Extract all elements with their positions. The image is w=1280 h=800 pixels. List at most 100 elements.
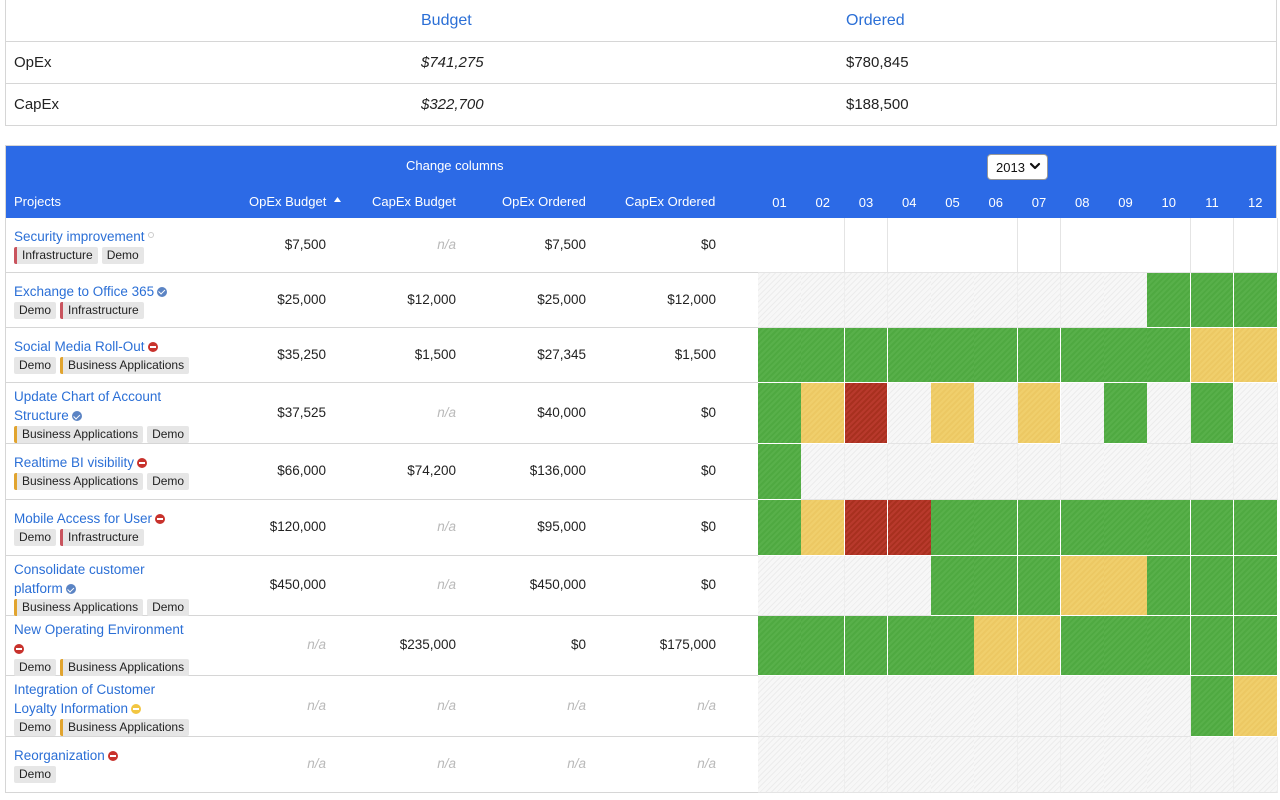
- month-cell-inactive[interactable]: [1060, 444, 1105, 500]
- month-cell-on-track[interactable]: [758, 383, 802, 444]
- project-name-link[interactable]: New Operating Environment: [14, 620, 184, 658]
- month-cell-inactive[interactable]: [1017, 737, 1062, 793]
- tag-badge[interactable]: Demo: [14, 301, 57, 319]
- month-cell-at-risk[interactable]: [1060, 556, 1105, 616]
- month-cell-empty[interactable]: [801, 218, 845, 273]
- month-cell-on-track[interactable]: [931, 500, 975, 556]
- month-cell-on-track[interactable]: [1190, 500, 1235, 556]
- month-cell-inactive[interactable]: [1233, 383, 1278, 444]
- month-cell-empty[interactable]: [758, 218, 802, 273]
- month-cell-inactive[interactable]: [1147, 444, 1191, 500]
- project-name-link[interactable]: Mobile Access for User: [14, 509, 166, 528]
- tag-badge[interactable]: Business Applications: [14, 426, 144, 443]
- month-cell-at-risk[interactable]: [1233, 328, 1278, 383]
- month-cell-on-track[interactable]: [1233, 273, 1278, 328]
- column-header-opex-budget[interactable]: OpEx Budget: [249, 194, 342, 209]
- project-name-link[interactable]: Social Media Roll-Out: [14, 337, 158, 356]
- project-name-link[interactable]: Realtime BI visibility: [14, 453, 148, 472]
- project-name-link[interactable]: Exchange to Office 365: [14, 282, 168, 301]
- tag-badge[interactable]: Demo: [14, 659, 57, 676]
- month-cell-inactive[interactable]: [758, 556, 802, 616]
- month-cell-on-track[interactable]: [1190, 383, 1235, 444]
- month-cell-on-track[interactable]: [844, 616, 889, 676]
- project-name-link[interactable]: Reorganization: [14, 746, 118, 765]
- month-cell-inactive[interactable]: [844, 273, 889, 328]
- month-cell-inactive[interactable]: [887, 676, 932, 737]
- month-cell-at-risk[interactable]: [1017, 616, 1062, 676]
- column-header-capex-ordered[interactable]: CapEx Ordered: [625, 194, 716, 209]
- month-cell-on-track[interactable]: [1233, 556, 1278, 616]
- month-cell-inactive[interactable]: [844, 556, 889, 616]
- month-cell-on-track[interactable]: [931, 328, 975, 383]
- month-cell-late[interactable]: [844, 500, 889, 556]
- month-cell-inactive[interactable]: [1190, 737, 1235, 793]
- month-cell-inactive[interactable]: [801, 676, 845, 737]
- month-cell-inactive[interactable]: [887, 383, 932, 444]
- month-cell-on-track[interactable]: [801, 328, 845, 383]
- tag-badge[interactable]: Demo: [14, 766, 57, 783]
- month-cell-inactive[interactable]: [931, 676, 975, 737]
- month-cell-on-track[interactable]: [1190, 616, 1235, 676]
- month-cell-inactive[interactable]: [887, 737, 932, 793]
- month-cell-on-track[interactable]: [974, 500, 1018, 556]
- project-name-link[interactable]: Security improvement: [14, 227, 154, 246]
- month-cell-on-track[interactable]: [887, 328, 932, 383]
- month-cell-inactive[interactable]: [1017, 273, 1062, 328]
- month-cell-on-track[interactable]: [1017, 328, 1062, 383]
- month-cell-inactive[interactable]: [887, 444, 932, 500]
- month-cell-inactive[interactable]: [1060, 273, 1105, 328]
- month-cell-on-track[interactable]: [1190, 676, 1235, 737]
- month-cell-on-track[interactable]: [1147, 616, 1191, 676]
- month-cell-inactive[interactable]: [931, 737, 975, 793]
- month-cell-inactive[interactable]: [758, 676, 802, 737]
- month-cell-on-track[interactable]: [974, 556, 1018, 616]
- month-cell-inactive[interactable]: [1060, 676, 1105, 737]
- month-cell-inactive[interactable]: [758, 273, 802, 328]
- month-cell-on-track[interactable]: [1233, 500, 1278, 556]
- tag-badge[interactable]: Demo: [14, 719, 57, 736]
- month-cell-inactive[interactable]: [1147, 383, 1191, 444]
- tag-badge[interactable]: Demo: [101, 246, 144, 264]
- month-cell-on-track[interactable]: [1190, 273, 1235, 328]
- month-cell-on-track[interactable]: [1147, 328, 1191, 383]
- month-cell-empty[interactable]: [1190, 218, 1235, 273]
- month-cell-on-track[interactable]: [1147, 273, 1191, 328]
- tag-badge[interactable]: Demo: [14, 529, 57, 546]
- month-cell-inactive[interactable]: [1017, 444, 1062, 500]
- month-cell-empty[interactable]: [887, 218, 932, 273]
- month-cell-inactive[interactable]: [1147, 737, 1191, 793]
- month-cell-inactive[interactable]: [801, 273, 845, 328]
- month-cell-empty[interactable]: [1017, 218, 1062, 273]
- month-cell-inactive[interactable]: [758, 737, 802, 793]
- month-cell-late[interactable]: [844, 383, 889, 444]
- month-cell-empty[interactable]: [1060, 218, 1105, 273]
- month-cell-inactive[interactable]: [1190, 444, 1235, 500]
- month-cell-inactive[interactable]: [1233, 737, 1278, 793]
- month-cell-inactive[interactable]: [1017, 676, 1062, 737]
- month-cell-inactive[interactable]: [974, 383, 1018, 444]
- project-name-link[interactable]: Integration of Customer Loyalty Informati…: [14, 680, 155, 718]
- month-cell-inactive[interactable]: [931, 273, 975, 328]
- month-cell-inactive[interactable]: [974, 737, 1018, 793]
- month-cell-on-track[interactable]: [974, 328, 1018, 383]
- change-columns-button[interactable]: Change columns: [406, 158, 504, 173]
- tag-badge[interactable]: Business Applications: [60, 356, 190, 374]
- month-cell-on-track[interactable]: [1017, 500, 1062, 556]
- month-cell-inactive[interactable]: [1060, 737, 1105, 793]
- month-cell-on-track[interactable]: [1060, 616, 1105, 676]
- month-cell-on-track[interactable]: [1060, 500, 1105, 556]
- month-cell-at-risk[interactable]: [974, 616, 1018, 676]
- month-cell-inactive[interactable]: [844, 737, 889, 793]
- tag-badge[interactable]: Demo: [147, 473, 190, 490]
- tag-badge[interactable]: Business Applications: [14, 473, 144, 490]
- month-cell-at-risk[interactable]: [801, 500, 845, 556]
- month-cell-on-track[interactable]: [1233, 616, 1278, 676]
- month-cell-on-track[interactable]: [758, 500, 802, 556]
- month-cell-on-track[interactable]: [931, 556, 975, 616]
- month-cell-inactive[interactable]: [844, 676, 889, 737]
- month-cell-on-track[interactable]: [1147, 556, 1191, 616]
- month-cell-inactive[interactable]: [887, 556, 932, 616]
- month-cell-at-risk[interactable]: [1017, 383, 1062, 444]
- column-header-capex-budget[interactable]: CapEx Budget: [372, 194, 456, 209]
- tag-badge[interactable]: Demo: [14, 356, 57, 374]
